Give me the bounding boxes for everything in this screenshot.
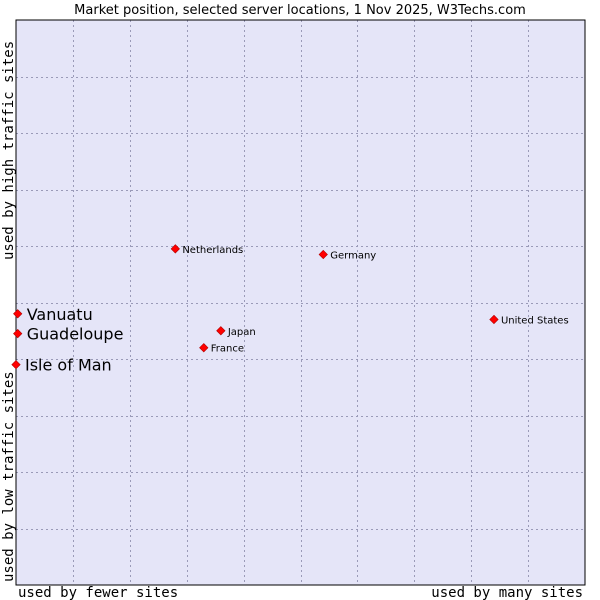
y-axis-label-high: used by high traffic sites	[1, 41, 17, 260]
data-label-france: France	[211, 344, 244, 355]
data-label-guadeloupe: Guadeloupe	[27, 325, 124, 344]
y-axis-label-low: used by low traffic sites	[1, 371, 17, 582]
data-label-netherlands: Netherlands	[182, 245, 243, 256]
x-axis-label-left: used by fewer sites	[18, 585, 178, 600]
data-label-united-states: United States	[501, 315, 569, 326]
data-point-france	[199, 343, 209, 353]
x-axis-label-right: used by many sites	[431, 585, 583, 600]
chart-title: Market position, selected server locatio…	[74, 3, 526, 18]
data-point-isle-of-man	[11, 360, 21, 370]
data-points: Netherlands Germany United States Japan Fran…	[11, 244, 569, 375]
plot-border	[15, 19, 586, 586]
data-point-germany	[318, 249, 328, 260]
data-point-guadeloupe	[13, 328, 23, 339]
data-point-netherlands	[170, 244, 180, 254]
grid-lines	[16, 20, 585, 585]
data-label-germany: Germany	[330, 250, 376, 261]
data-label-japan: Japan	[227, 327, 256, 338]
data-point-japan	[216, 326, 226, 336]
data-label-vanuatu: Vanuatu	[27, 305, 93, 324]
plot-area	[15, 19, 586, 586]
data-point-united-states	[489, 314, 499, 325]
data-label-isle-of-man: Isle of Man	[25, 356, 112, 375]
data-point-vanuatu	[13, 309, 23, 319]
